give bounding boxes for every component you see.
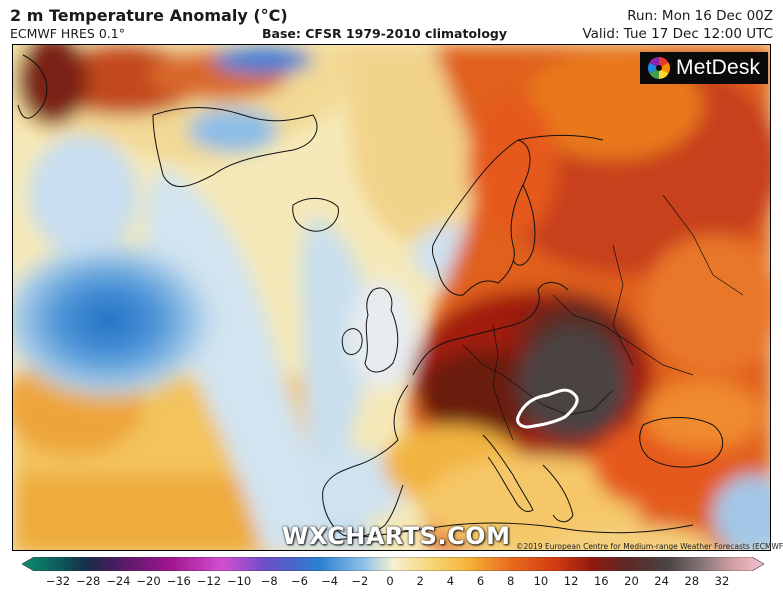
- color-scale-tick: 8: [507, 574, 515, 588]
- map-canvas: [13, 45, 770, 550]
- valid-time-label: Valid: Tue 17 Dec 12:00 UTC: [582, 26, 773, 42]
- color-wheel-icon: [648, 57, 670, 79]
- color-scale-tick: 24: [654, 574, 669, 588]
- color-scale-tick: 2: [416, 574, 424, 588]
- logo-text: MetDesk: [676, 56, 761, 79]
- color-scale-tick: 20: [624, 574, 639, 588]
- color-scale-tick: −32: [45, 574, 71, 588]
- hungary-outline: [516, 388, 579, 429]
- color-scale-tick: 6: [476, 574, 485, 588]
- color-scale-tick: 16: [593, 574, 609, 588]
- color-scale-tick: −16: [166, 574, 191, 588]
- model-label: ECMWF HRES 0.1°: [10, 26, 125, 41]
- run-time-label: Run: Mon 16 Dec 00Z: [627, 8, 773, 24]
- color-scale-bar: [22, 557, 764, 571]
- watermark: WXCHARTS.COM: [282, 522, 511, 550]
- color-scale-tick: −28: [76, 574, 101, 588]
- coastlines: [17, 54, 744, 541]
- color-scale-tick: −20: [136, 574, 161, 588]
- anomaly-field: [13, 45, 770, 550]
- color-scale-tick: 12: [563, 574, 579, 588]
- map-title: 2 m Temperature Anomaly (°C): [10, 6, 288, 25]
- color-scale-tick: 10: [533, 574, 549, 588]
- color-scale-tick: −4: [321, 574, 339, 588]
- color-scale-tick: −12: [196, 574, 222, 588]
- color-scale-tick: −8: [260, 574, 278, 588]
- color-scale-tick: −2: [351, 574, 369, 588]
- copyright-notice: ©2019 European Centre for Medium-range W…: [516, 542, 783, 551]
- color-scale-tick: 0: [386, 574, 394, 588]
- climatology-base-label: Base: CFSR 1979-2010 climatology: [262, 26, 508, 41]
- color-scale-tick: 4: [446, 574, 455, 588]
- color-scale-tick: −10: [226, 574, 252, 588]
- color-scale-tick: 28: [684, 574, 700, 588]
- metdesk-logo: MetDesk: [640, 52, 768, 84]
- color-scale-tick: −24: [106, 574, 131, 588]
- color-scale-tick: 32: [714, 574, 730, 588]
- color-scale-tick: −6: [290, 574, 308, 588]
- temperature-anomaly-map[interactable]: [12, 44, 771, 551]
